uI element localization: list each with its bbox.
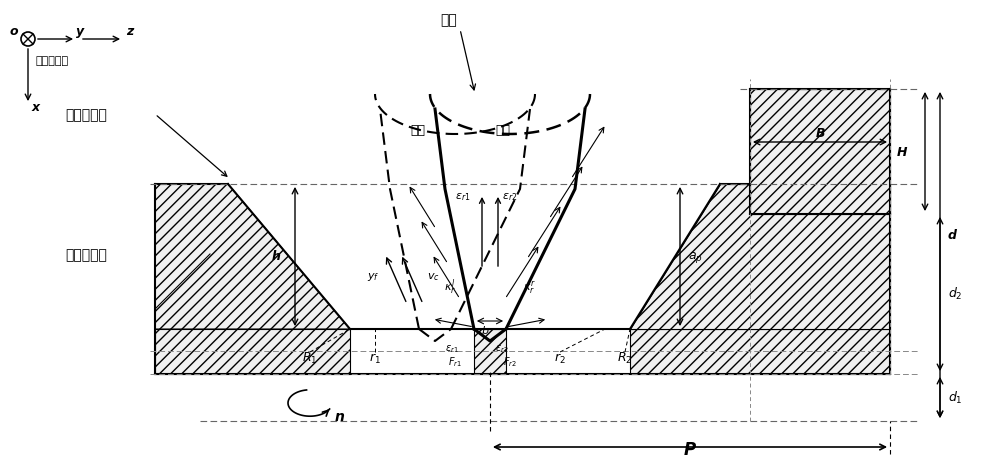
Text: H: H: [896, 145, 907, 159]
Polygon shape: [630, 184, 890, 329]
Text: $d_1$: $d_1$: [948, 390, 963, 406]
Text: $\kappa_r^r$: $\kappa_r^r$: [523, 280, 536, 296]
Text: $\varepsilon_{r2}$: $\varepsilon_{r2}$: [495, 343, 509, 355]
Text: 机床坐标系: 机床坐标系: [36, 56, 69, 66]
Text: $\kappa_r^l$: $\kappa_r^l$: [444, 278, 456, 297]
Text: $\varepsilon_{r1}$: $\varepsilon_{r1}$: [445, 343, 459, 355]
Text: $R_2$: $R_2$: [617, 351, 633, 366]
Text: $\varepsilon_{r1}$: $\varepsilon_{r1}$: [455, 191, 470, 203]
Text: 刀具: 刀具: [440, 13, 457, 27]
Text: 已加工表面: 已加工表面: [65, 108, 107, 122]
Text: P: P: [684, 441, 696, 459]
Text: x: x: [32, 101, 40, 114]
Text: $a_p$: $a_p$: [688, 250, 703, 265]
Text: $\varepsilon_{r2}$: $\varepsilon_{r2}$: [502, 191, 517, 203]
Text: 左刃: 左刃: [410, 124, 425, 137]
Polygon shape: [155, 184, 350, 329]
Polygon shape: [155, 329, 350, 374]
Text: b: b: [482, 326, 489, 336]
Text: B: B: [815, 127, 825, 140]
Text: o: o: [10, 25, 18, 38]
Text: d: d: [948, 228, 957, 242]
Text: $r_1$: $r_1$: [369, 352, 381, 366]
Text: $r_2$: $r_2$: [554, 352, 566, 366]
Polygon shape: [474, 329, 506, 374]
Text: h: h: [271, 250, 280, 264]
Text: 右刃: 右刃: [495, 124, 510, 137]
Text: $F_{r1}$: $F_{r1}$: [448, 355, 462, 369]
Text: $v_c$: $v_c$: [427, 271, 440, 283]
Text: 待加工表面: 待加工表面: [65, 248, 107, 262]
Text: n: n: [335, 410, 345, 424]
Text: y: y: [76, 25, 84, 38]
Polygon shape: [750, 89, 890, 214]
Polygon shape: [630, 329, 890, 374]
Text: $y_f$: $y_f$: [367, 271, 380, 283]
Text: $F_{r2}$: $F_{r2}$: [503, 355, 517, 369]
Text: $d_2$: $d_2$: [948, 286, 963, 302]
Text: z: z: [126, 25, 134, 38]
Text: $R_1$: $R_1$: [302, 351, 318, 366]
